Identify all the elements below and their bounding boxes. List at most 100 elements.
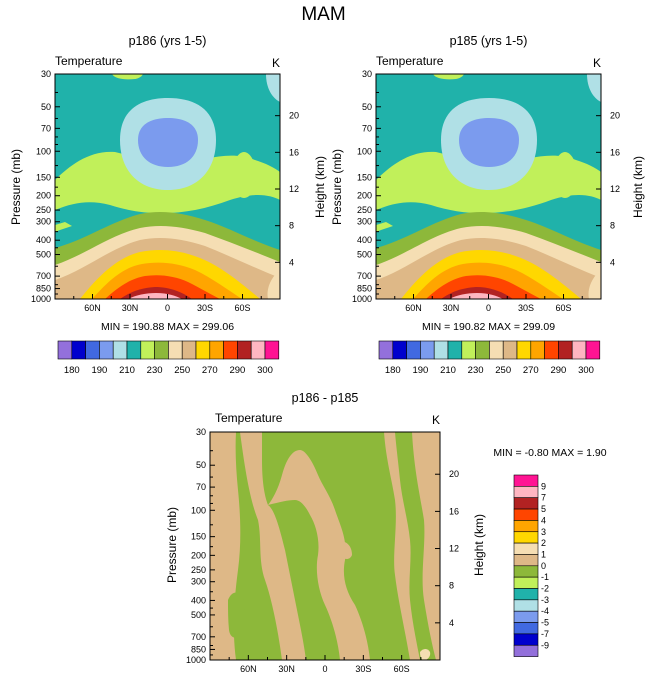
panel1-ytick-label: 500 [36, 250, 51, 260]
panel1-height-label: 12 [289, 184, 299, 194]
panel3-ytick-label: 1000 [186, 655, 206, 665]
panel3-stats: MIN = -0.80 MAX = 1.90 [493, 447, 607, 459]
panel2-title: p185 (yrs 1-5) [449, 34, 528, 48]
panel2-colorbar-label: 300 [578, 365, 594, 376]
panel3-ytick-label: 700 [191, 632, 206, 642]
panel3-colorbar-box [513, 531, 539, 544]
panel1-colorbar-label: 290 [229, 365, 245, 376]
panel3-ytick-label: 850 [191, 644, 206, 654]
panel1-xtick-label: 60N [84, 303, 101, 313]
panel1-region-m1-blob [232, 152, 256, 198]
panel3-region-2-dot [420, 649, 431, 660]
panel1-xtick-label: 60S [234, 303, 250, 313]
panel3-ytick-label: 100 [191, 505, 206, 515]
panel2-colorbar-box [585, 340, 601, 360]
panel1-colorbar-box [209, 340, 224, 360]
panel1-ytick-label: 300 [36, 217, 51, 227]
panel2-colorbar-box [502, 340, 518, 360]
panel1-colorbar-label: 270 [202, 365, 218, 376]
panel2-height-label: 20 [610, 111, 620, 121]
panel1-region-m1-top [112, 74, 143, 80]
panel3-xtick-label: 30N [278, 664, 295, 674]
panel3-ytick-label: 300 [191, 577, 206, 587]
panel3-xtick-label: 60N [240, 664, 257, 674]
panel3-colorbar: 9 754 321 0-1 -2-3-4 -5-7-9 [513, 474, 549, 657]
panel3-colorbar-box [513, 542, 539, 555]
panel2-colorbar: 180 190 210 230 250 270 290 300 [378, 340, 601, 376]
panel1-left-label: Temperature [55, 54, 123, 68]
panel1-colorbar-label: 190 [91, 365, 107, 376]
panel3-colorbar-box [513, 486, 539, 499]
panel3-colorbar-label: -5 [541, 618, 549, 628]
panel1-colorbar-box [154, 340, 169, 360]
panel2-xtick-label: 60N [405, 303, 422, 313]
panel1-ytick-label: 250 [36, 205, 51, 215]
figure-title: MAM [301, 4, 346, 25]
panel1-colorbar-box [168, 340, 183, 360]
panel3-left-label: Temperature [215, 411, 283, 425]
panel3-colorbar-box [513, 554, 539, 567]
panel2-ytick-label: 400 [357, 235, 372, 245]
panel3-colorbar-label: 7 [541, 493, 546, 503]
panel1-title: p186 (yrs 1-5) [128, 34, 207, 48]
panel1-colorbar-box [71, 340, 86, 360]
panel2-colorbar-label: 230 [468, 365, 484, 376]
panel2-region-m1-top [433, 74, 464, 80]
panel1-region-2-edge [267, 270, 280, 299]
panel2-colorbar-box [558, 340, 573, 360]
panel3-height-label: 4 [449, 618, 454, 628]
panel2-colorbar-box [447, 340, 463, 360]
panel1-xtick-label: 0 [165, 303, 170, 313]
panel2-ytick-label: 100 [357, 146, 372, 156]
panel1-ytick-label: 50 [41, 102, 51, 112]
panel2-height-label: 12 [610, 184, 620, 194]
panel2-colorbar-label: 210 [440, 365, 456, 376]
panel2-colorbar-box [530, 340, 545, 360]
panel2-colorbar-label: 290 [550, 365, 566, 376]
panel3-colorbar-label: -4 [541, 606, 549, 616]
panel1-colorbar-box [264, 340, 280, 360]
panel2-xtick-label: 30S [518, 303, 534, 313]
panel3-colorbar-box [513, 644, 539, 657]
panel3-colorbar-box [513, 508, 539, 521]
panel3-colorbar-box [513, 520, 539, 533]
panel3-region-0-d [395, 432, 436, 660]
panel3-colorbar-label: -2 [541, 584, 549, 594]
panel1-colorbar-label: 230 [147, 365, 163, 376]
panel1-region-m3-corner [266, 74, 280, 102]
panel3-right-label: K [432, 413, 440, 427]
panel3-colorbar-label: 5 [541, 504, 546, 514]
panel1-ytick-label: 850 [36, 284, 51, 294]
panel3-colorbar-box [513, 474, 539, 487]
panel3-region-0-a [233, 432, 282, 660]
panel3-height-label: 12 [449, 544, 459, 554]
panel3-ytick-label: 500 [191, 610, 206, 620]
panel1-colorbar-box [237, 340, 252, 360]
panel2-ytick-label: 250 [357, 205, 372, 215]
panel1-xtick-label: 30N [122, 303, 139, 313]
panel3-xtick-label: 60S [394, 664, 410, 674]
panel1-colorbar-box [112, 340, 128, 360]
panel1-height-label: 20 [289, 111, 299, 121]
panel2-field [376, 74, 601, 299]
panel3-colorbar-box [513, 576, 539, 589]
panel1-field [55, 74, 280, 299]
panel3-colorbar-label: -9 [541, 640, 549, 650]
panel3-colorbar-box [513, 599, 539, 612]
panel2-colorbar-box [516, 340, 532, 360]
panel2-region-m1-blob [553, 152, 577, 198]
panel1-colorbar-box [126, 340, 142, 360]
panel3-ytick-label: 200 [191, 550, 206, 560]
panel3-ytick-label: 150 [191, 532, 206, 542]
panel2-ytick-label: 70 [362, 123, 372, 133]
panel2-right-label: K [593, 56, 601, 70]
panel3-height-label: 20 [449, 469, 459, 479]
panel1-ytick-label: 400 [36, 235, 51, 245]
panel2-colorbar-label: 270 [523, 365, 539, 376]
panel3-colorbar-box [513, 622, 539, 635]
panel2-colorbar-box [544, 340, 559, 360]
panel2-colorbar-box [433, 340, 449, 360]
panel1-ytick-label: 200 [36, 191, 51, 201]
panel2-region-m1-nub [376, 222, 393, 232]
panel3-height-label: 8 [449, 581, 454, 591]
